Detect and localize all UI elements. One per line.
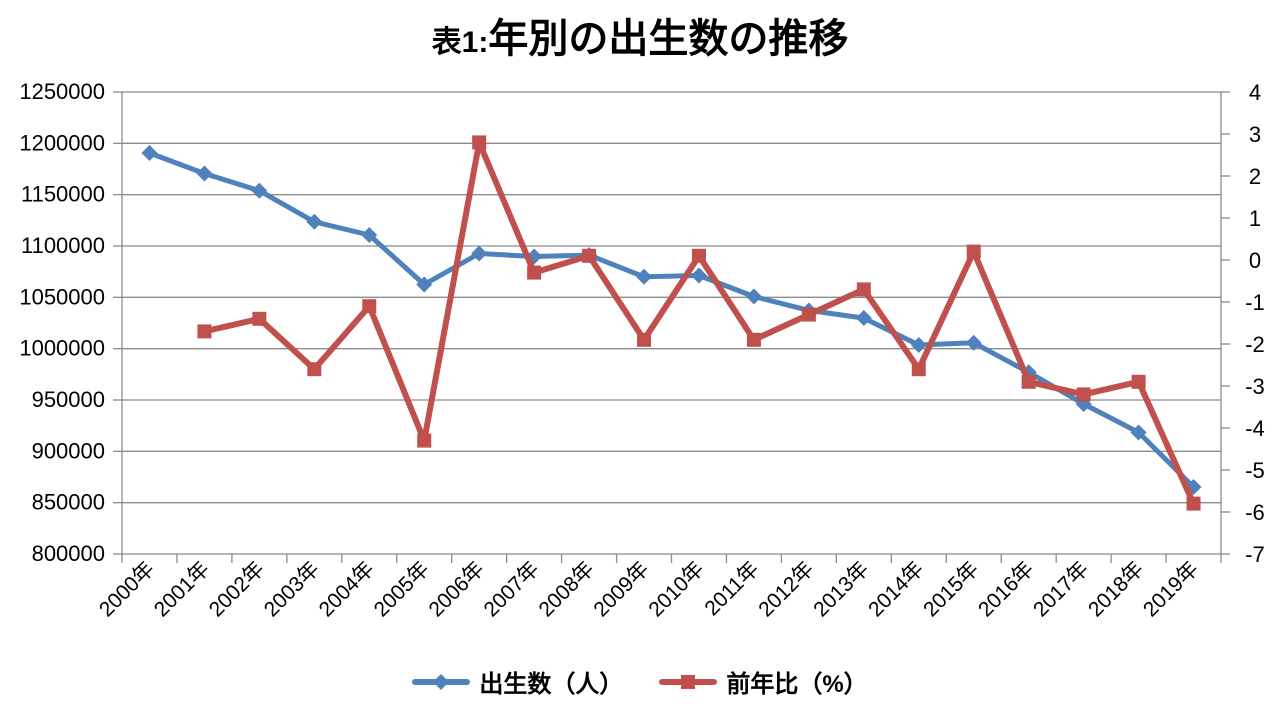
yoy-line <box>201 139 1197 507</box>
y-axis-left-tick-label: 1150000 <box>21 182 105 207</box>
births-data-point <box>416 276 433 293</box>
y-axis-left-tick-label: 950000 <box>32 387 105 412</box>
series-births <box>141 145 1202 496</box>
y-axis-left-tick-label: 1200000 <box>19 130 105 155</box>
y-axis-right-tick-label: -1 <box>1245 290 1265 315</box>
x-axis-tick-label: 2015年 <box>919 557 983 621</box>
births-data-point <box>306 213 323 230</box>
births-data-point <box>910 337 927 354</box>
x-axis-tick-label: 2006年 <box>425 557 489 621</box>
yoy-data-point <box>966 244 981 259</box>
x-axis-tick-label: 2009年 <box>589 557 653 621</box>
legend-item-yoy: 前年比（%） <box>659 664 868 699</box>
y-axis-right-tick-label: 2 <box>1249 164 1261 189</box>
x-axis-tick-label: 2000年 <box>95 557 159 621</box>
births-legend-marker-icon <box>412 673 471 690</box>
x-axis-tick-label: 2013年 <box>809 557 873 621</box>
yoy-data-point <box>856 282 871 297</box>
births-data-point <box>855 310 872 327</box>
series-yoy <box>197 135 1201 511</box>
yoy-data-point <box>472 135 487 150</box>
yoy-data-point <box>1021 374 1036 389</box>
births-data-point <box>690 267 707 284</box>
births-data-point <box>196 165 213 182</box>
y-axis-right-tick-label: -7 <box>1245 542 1265 567</box>
yoy-data-point <box>801 307 816 322</box>
x-axis-tick-label: 2017年 <box>1029 557 1093 621</box>
x-axis-tick-label: 2004年 <box>315 557 379 621</box>
y-axis-right-tick-label: 1 <box>1249 206 1261 231</box>
yoy-data-point <box>1131 374 1146 389</box>
y-axis-left-tick-label: 1050000 <box>19 284 105 309</box>
y-axis-right-tick-label: 0 <box>1249 248 1261 273</box>
yoy-data-point <box>746 332 761 347</box>
x-axis-tick-label: 2008年 <box>534 557 598 621</box>
yoy-data-point <box>691 248 706 263</box>
yoy-data-point <box>307 362 322 377</box>
legend-item-births: 出生数（人） <box>412 664 623 699</box>
yoy-data-point <box>1186 496 1201 511</box>
y-axis-right-tick-label: -5 <box>1245 458 1265 483</box>
x-axis-tick-label: 2018年 <box>1084 557 1148 621</box>
axis-labels: 1250000 1200000 1150000 1100000 1050000 10000… <box>19 79 1264 621</box>
yoy-data-point <box>417 433 432 448</box>
x-axis-tick-label: 2010年 <box>644 557 708 621</box>
x-axis-tick-label: 2014年 <box>864 557 928 621</box>
births-line <box>147 150 1196 490</box>
yoy-data-point <box>252 311 267 326</box>
x-axis-tick-label: 2005年 <box>370 557 434 621</box>
y-axis-right-tick-label: -6 <box>1245 500 1265 525</box>
y-axis-right-tick-label: -2 <box>1245 332 1265 357</box>
legend-label-yoy: 前年比（%） <box>726 671 868 698</box>
y-axis-left-tick-label: 850000 <box>32 490 105 515</box>
y-axis-left-tick-label: 800000 <box>32 541 105 566</box>
y-axis-left-tick-label: 1250000 <box>19 79 105 104</box>
y-axis-right-tick-label: -4 <box>1245 416 1265 441</box>
yoy-data-point <box>1076 387 1091 402</box>
chart-title-prefix: 表1: <box>431 26 489 59</box>
births-data-point <box>965 334 982 351</box>
y-axis-right-tick-label: 3 <box>1249 122 1261 147</box>
y-axis-right-tick-label: 4 <box>1249 80 1261 105</box>
births-data-point <box>251 182 268 199</box>
y-axis-right-tick-label: -3 <box>1245 374 1265 399</box>
gridlines <box>122 91 1221 555</box>
axes <box>113 91 1230 563</box>
x-axis-tick-label: 2016年 <box>974 557 1038 621</box>
births-data-point <box>1130 424 1147 441</box>
yoy-data-point <box>362 299 377 314</box>
chart-title-main: 年別の出生数の推移 <box>488 17 849 61</box>
yoy-data-point <box>197 324 212 339</box>
y-axis-left-tick-label: 900000 <box>32 438 105 463</box>
y-axis-left-tick-label: 1000000 <box>19 336 105 361</box>
x-axis-tick-label: 2002年 <box>205 557 269 621</box>
legend-label-births: 出生数（人） <box>479 671 624 698</box>
yoy-data-point <box>527 265 542 280</box>
x-axis-tick-label: 2007年 <box>480 557 544 621</box>
x-axis-tick-label: 2012年 <box>754 557 818 621</box>
yoy-data-point <box>637 332 652 347</box>
yoy-data-point <box>911 362 926 377</box>
x-axis-tick-label: 2011年 <box>700 557 763 620</box>
y-axis-left-tick-label: 1100000 <box>21 233 105 258</box>
chart-title: 表1:年別の出生数の推移 <box>0 6 1280 64</box>
x-axis-tick-label: 2001年 <box>150 557 214 621</box>
legend: 出生数（人） 前年比（%） <box>0 664 1280 699</box>
yoy-data-point <box>582 248 597 263</box>
births-data-point <box>141 145 158 162</box>
series <box>141 135 1202 511</box>
births-data-point <box>636 268 653 285</box>
births-data-point <box>361 226 378 243</box>
x-axis-tick-label: 2003年 <box>260 557 324 621</box>
x-axis-tick-label: 2019年 <box>1139 557 1203 621</box>
yoy-legend-marker-icon <box>659 674 718 689</box>
births-data-point <box>745 288 762 305</box>
births-data-point <box>471 245 488 262</box>
